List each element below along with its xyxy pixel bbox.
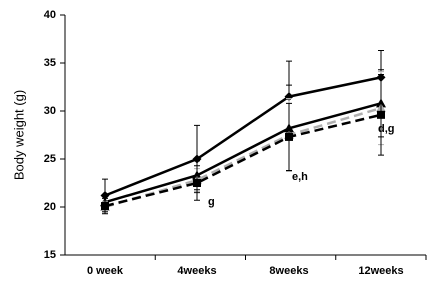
y-tick-label: 25 [44,153,56,165]
y-tick-label: 30 [44,105,56,117]
series-line [104,102,382,204]
x-tick-label: 8weeks [269,265,308,277]
y-tick-label: 20 [44,201,56,213]
x-tick-label: 4weeks [177,265,216,277]
y-tick-label: 15 [44,249,56,261]
marker [377,110,385,119]
annotation: g [208,196,215,208]
x-tick-label: 0 week [87,265,124,277]
marker [101,202,109,211]
x-tick-label: 12weeks [358,265,403,277]
y-tick-label: 35 [44,57,56,69]
series-line [104,76,382,197]
y-tick-label: 40 [44,9,56,21]
series-line [104,106,382,209]
series-line [104,113,382,208]
annotation: e,h [292,171,308,183]
marker [193,179,201,187]
annotation: d,g [378,123,395,135]
y-axis-label: Body weight (g) [11,90,26,180]
marker [285,132,293,141]
